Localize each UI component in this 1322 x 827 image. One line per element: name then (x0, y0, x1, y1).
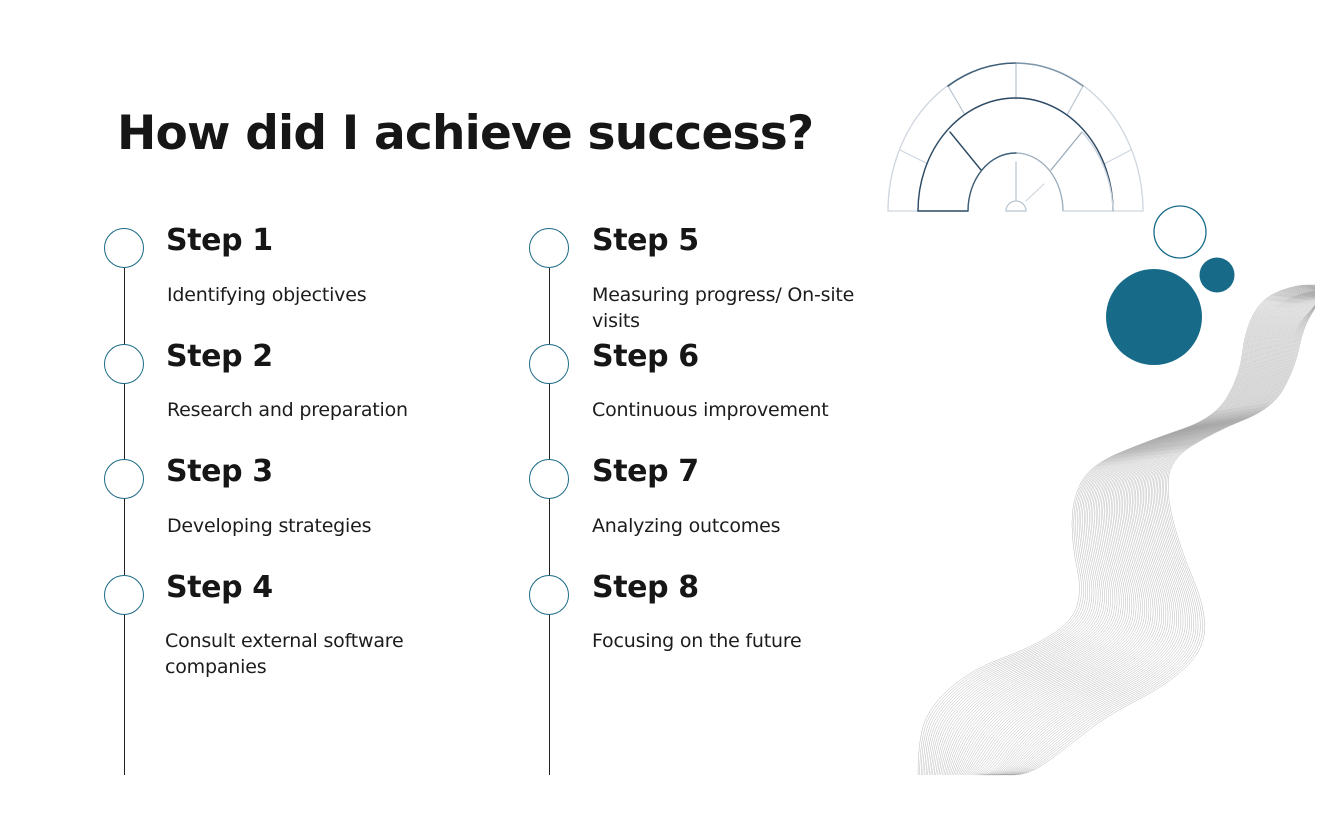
wave-line (964, 293, 1315, 776)
wave-line (929, 287, 1315, 776)
wave-line (922, 285, 1315, 776)
step-7-node (529, 459, 569, 499)
wave-line (924, 286, 1315, 776)
wave-line (972, 295, 1315, 776)
outline-circle-icon (1153, 205, 1207, 259)
step-2-title: Step 2 (166, 339, 273, 374)
wave-line (933, 288, 1315, 776)
step-3-title: Step 3 (166, 454, 273, 489)
timeline-line-right (549, 268, 550, 775)
step-5-title: Step 5 (592, 223, 699, 258)
wave-line (1008, 306, 1315, 776)
wave-line (983, 297, 1315, 776)
wave-line (998, 304, 1315, 776)
wave-line (925, 286, 1315, 776)
wave-line (1004, 306, 1315, 776)
wave-line (954, 292, 1315, 776)
wave-line (1012, 307, 1315, 776)
wave-line (990, 299, 1315, 776)
wave-line (958, 292, 1315, 776)
step-3-node (104, 459, 144, 499)
wave-line (970, 294, 1315, 776)
wave-line (951, 291, 1315, 776)
wave-line (992, 300, 1315, 776)
wave-line (956, 292, 1315, 776)
step-7-description: Analyzing outcomes (592, 515, 781, 537)
wave-line (1000, 305, 1315, 776)
wave-line (948, 291, 1315, 776)
wave-line (985, 297, 1315, 776)
wave-line (938, 289, 1315, 776)
step-5-description: Measuring progress/ On-site visits (592, 284, 855, 332)
step-5-node (529, 228, 569, 268)
wave-line (1001, 305, 1315, 776)
large-filled-circle-icon (1106, 269, 1202, 365)
step-3-description: Developing strategies (167, 515, 372, 537)
wave-line (921, 285, 1315, 776)
step-8-title: Step 8 (592, 570, 699, 605)
speedometer-gauge-icon (887, 62, 1144, 212)
wave-line (943, 290, 1315, 776)
wave-line (967, 294, 1315, 776)
wave-line (962, 293, 1315, 776)
wave-line (974, 295, 1315, 776)
wave-line (950, 291, 1315, 776)
step-2-node (104, 344, 144, 384)
step-7-title: Step 7 (592, 454, 699, 489)
wave-line (937, 288, 1315, 776)
wave-line (935, 288, 1315, 776)
small-filled-circle-icon (1199, 257, 1235, 293)
wave-line (1003, 305, 1315, 776)
wave-line (927, 286, 1315, 776)
step-1-description: Identifying objectives (167, 284, 367, 306)
step-4-title: Step 4 (166, 570, 273, 605)
step-8-description: Focusing on the future (592, 630, 802, 652)
wave-line (988, 298, 1315, 776)
wave-line (942, 289, 1315, 776)
step-8-node (529, 575, 569, 615)
wave-line (919, 285, 1315, 776)
wave-line (982, 296, 1315, 776)
step-2-description: Research and preparation (167, 399, 408, 421)
wave-line (977, 296, 1315, 776)
wave-line (1006, 306, 1315, 776)
wave-line (1011, 307, 1315, 776)
wave-line (995, 302, 1315, 776)
wave-line (975, 295, 1315, 776)
step-6-title: Step 6 (592, 339, 699, 374)
step-1-title: Step 1 (166, 223, 273, 258)
wave-line (953, 291, 1315, 776)
wave-line (987, 298, 1315, 776)
wave-line (996, 304, 1315, 776)
wave-line (932, 287, 1315, 776)
step-6-description: Continuous improvement (592, 399, 829, 421)
step-4-node (104, 575, 144, 615)
wave-line (945, 290, 1315, 776)
wave-line (946, 290, 1315, 776)
step-6-node (529, 344, 569, 384)
wave-line (979, 296, 1315, 776)
wave-line (966, 294, 1315, 776)
wave-line (959, 292, 1315, 776)
wave-line (940, 289, 1315, 776)
timeline-line-left (124, 268, 125, 775)
step-4-description: Consult external software companies (165, 630, 404, 678)
wave-line (961, 293, 1315, 776)
wave-line (930, 287, 1315, 776)
wave-line (969, 294, 1315, 776)
wave-line (917, 284, 1315, 776)
wave-line (980, 296, 1315, 776)
wavy-line-pattern-icon (917, 284, 1315, 776)
wave-line (993, 301, 1315, 776)
wave-line (1009, 307, 1315, 776)
slide-title: How did I achieve success? (117, 106, 814, 161)
step-1-node (104, 228, 144, 268)
